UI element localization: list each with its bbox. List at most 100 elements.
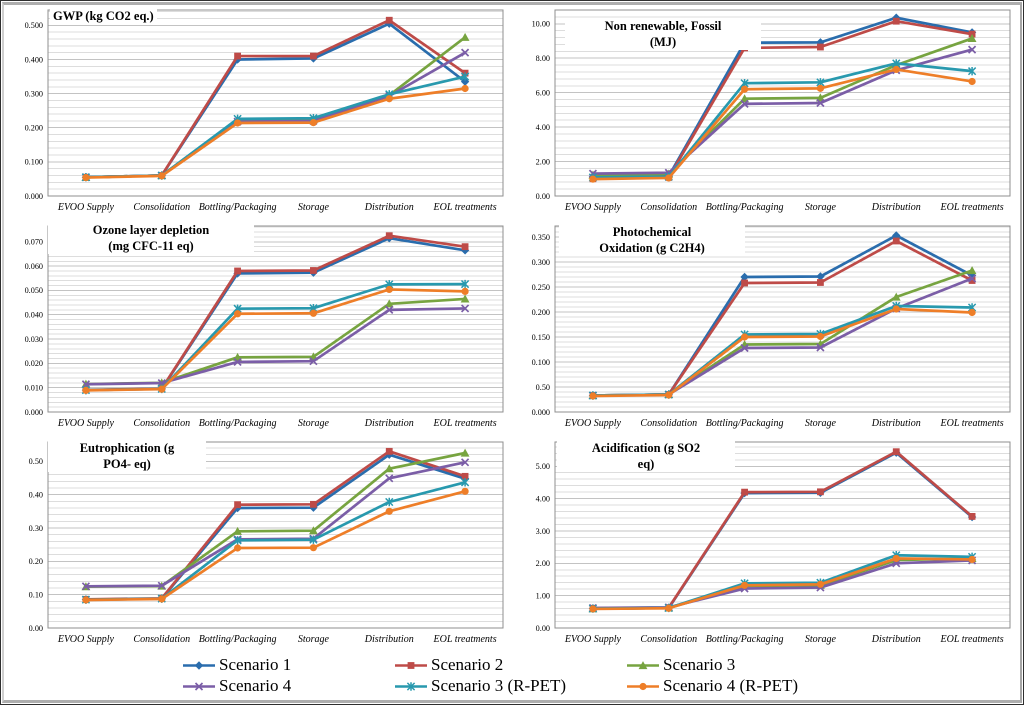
chart-title-line: eq) — [637, 457, 655, 471]
svg-text:EOL treatments: EOL treatments — [433, 418, 497, 429]
svg-text:Storage: Storage — [805, 634, 837, 645]
svg-text:Consolidation: Consolidation — [640, 418, 697, 429]
svg-text:Distribution: Distribution — [364, 418, 414, 429]
svg-text:Distribution: Distribution — [364, 634, 414, 645]
chart-title-ozone-depletion: Ozone layer depletion (mg CFC-11 eq) — [48, 222, 254, 254]
svg-text:Distribution: Distribution — [364, 202, 414, 213]
svg-text:0.20: 0.20 — [29, 557, 43, 566]
legend-label: Scenario 4 — [219, 676, 292, 695]
chart-title-eutrophication: Eutrophication (g PO4- eq) — [48, 440, 206, 472]
svg-text:EVOO Supply: EVOO Supply — [564, 202, 622, 213]
legend-item-scenario-4: Scenario 4 — [181, 676, 393, 696]
svg-text:5.00: 5.00 — [536, 462, 550, 471]
svg-text:0.030: 0.030 — [25, 335, 43, 344]
svg-text:EOL treatments: EOL treatments — [940, 418, 1004, 429]
chart-title-non-renewable-fossil: Non renewable, Fossil (MJ) — [565, 18, 761, 50]
svg-text:0.50: 0.50 — [29, 457, 43, 466]
svg-text:0.30: 0.30 — [29, 524, 43, 533]
svg-text:EVOO Supply: EVOO Supply — [57, 202, 115, 213]
chart-title-line: (mg CFC-11 eq) — [108, 239, 194, 253]
svg-text:0.300: 0.300 — [532, 258, 550, 267]
svg-text:0.100: 0.100 — [532, 358, 550, 367]
svg-text:Consolidation: Consolidation — [133, 634, 190, 645]
chart-acidification: 0.00 1.00 2.00 3.00 4.00 5.00 EVOO Supply Conso… — [513, 438, 1020, 654]
svg-text:1.00: 1.00 — [536, 591, 550, 600]
svg-text:Distribution: Distribution — [871, 202, 921, 213]
svg-text:10.00: 10.00 — [532, 20, 550, 29]
svg-text:0.020: 0.020 — [25, 359, 43, 368]
svg-text:0.300: 0.300 — [25, 89, 43, 98]
svg-text:0.50: 0.50 — [536, 383, 550, 392]
legend-item-scenario-4-r-pet: Scenario 4 (R-PET) — [625, 676, 843, 696]
svg-text:4.00: 4.00 — [536, 494, 550, 503]
chart-photochemical-oxidation: 0.000 0.50 0.100 0.150 0.200 0.250 0.300 0.350 E… — [513, 222, 1020, 438]
legend-item-scenario-3: Scenario 3 — [625, 655, 843, 675]
svg-text:0.40: 0.40 — [29, 490, 43, 499]
chart-title-line: (MJ) — [649, 35, 677, 49]
svg-text:EOL treatments: EOL treatments — [940, 202, 1004, 213]
svg-text:0.00: 0.00 — [29, 624, 43, 633]
svg-text:Bottling/Packaging: Bottling/Packaging — [199, 418, 277, 429]
svg-text:Bottling/Packaging: Bottling/Packaging — [706, 418, 784, 429]
svg-text:EOL treatments: EOL treatments — [433, 634, 497, 645]
non-renewable-fossil-plot: 0.00 2.00 4.00 6.00 8.00 10.00 EVOO Supply Cons… — [532, 9, 1011, 213]
svg-text:EOL treatments: EOL treatments — [433, 202, 497, 213]
svg-text:Storage: Storage — [805, 418, 837, 429]
svg-text:0.350: 0.350 — [532, 233, 550, 242]
svg-text:EOL treatments: EOL treatments — [940, 634, 1004, 645]
square-marker-icon — [395, 661, 427, 669]
ozone-depletion-plot: 0.000 0.010 0.020 0.030 0.040 0.050 0.060 0.070… — [25, 225, 504, 429]
svg-text:0.400: 0.400 — [25, 55, 43, 64]
legend-label: Scenario 4 (R-PET) — [663, 676, 799, 695]
circle-marker-icon — [627, 682, 659, 690]
svg-text:EVOO Supply: EVOO Supply — [564, 418, 622, 429]
legend-label: Scenario 3 (R-PET) — [431, 676, 567, 695]
svg-text:Consolidation: Consolidation — [133, 202, 190, 213]
svg-text:Bottling/Packaging: Bottling/Packaging — [199, 202, 277, 213]
svg-text:0.200: 0.200 — [25, 124, 43, 133]
chart-title-photochemical-oxidation: Photochemical Oxidation (g C2H4) — [559, 224, 745, 256]
svg-text:0.070: 0.070 — [25, 238, 43, 247]
svg-text:0.10: 0.10 — [29, 590, 43, 599]
chart-title-line: GWP (kg CO2 eq.) — [53, 9, 154, 23]
legend-label: Scenario 3 — [663, 655, 736, 674]
svg-text:0.100: 0.100 — [25, 158, 43, 167]
svg-text:6.00: 6.00 — [536, 88, 550, 97]
svg-text:0.250: 0.250 — [532, 283, 550, 292]
triangle-marker-icon — [627, 660, 659, 669]
chart-title-line: Photochemical — [612, 225, 692, 239]
svg-text:4.00: 4.00 — [536, 123, 550, 132]
legend-item-scenario-2: Scenario 2 — [393, 655, 625, 675]
svg-text:Consolidation: Consolidation — [640, 202, 697, 213]
acidification-plot: 0.00 1.00 2.00 3.00 4.00 5.00 EVOO Supply Conso… — [536, 441, 1011, 645]
svg-text:0.00: 0.00 — [536, 624, 550, 633]
svg-text:Bottling/Packaging: Bottling/Packaging — [706, 634, 784, 645]
charts-grid: 0.000 0.100 0.200 0.300 0.400 0.500 EVOO Suppl… — [6, 6, 1020, 654]
chart-title-line: PO4- eq) — [103, 457, 151, 471]
legend-label: Scenario 2 — [431, 655, 504, 674]
svg-text:Distribution: Distribution — [871, 418, 921, 429]
svg-text:Consolidation: Consolidation — [640, 634, 697, 645]
legend-label: Scenario 1 — [219, 655, 292, 674]
svg-text:Consolidation: Consolidation — [133, 418, 190, 429]
svg-text:0.500: 0.500 — [25, 21, 43, 30]
svg-text:Storage: Storage — [298, 634, 330, 645]
svg-text:Bottling/Packaging: Bottling/Packaging — [199, 634, 277, 645]
svg-text:EVOO Supply: EVOO Supply — [57, 634, 115, 645]
svg-text:0.00: 0.00 — [536, 192, 550, 201]
legend: Scenario 1 Scenario 2 Scenario 3 Scenario 4… — [1, 655, 1023, 696]
chart-title-line: Ozone layer depletion — [92, 223, 210, 237]
gwp-plot: 0.000 0.100 0.200 0.300 0.400 0.500 EVOO Suppl… — [25, 9, 504, 213]
chart-title-line: Oxidation (g C2H4) — [599, 241, 705, 255]
chart-title-gwp: GWP (kg CO2 eq.) — [50, 8, 157, 24]
svg-text:Storage: Storage — [805, 202, 837, 213]
svg-text:3.00: 3.00 — [536, 527, 550, 536]
legend-item-scenario-3-r-pet: Scenario 3 (R-PET) — [393, 676, 625, 696]
svg-text:0.150: 0.150 — [532, 333, 550, 342]
chart-title-line: Non renewable, Fossil — [604, 19, 722, 33]
chart-eutrophication: 0.00 0.10 0.20 0.30 0.40 0.50 EVOO Supply Conso… — [6, 438, 513, 654]
legend-item-scenario-1: Scenario 1 — [181, 655, 393, 675]
svg-text:0.060: 0.060 — [25, 262, 43, 271]
svg-text:EVOO Supply: EVOO Supply — [57, 418, 115, 429]
